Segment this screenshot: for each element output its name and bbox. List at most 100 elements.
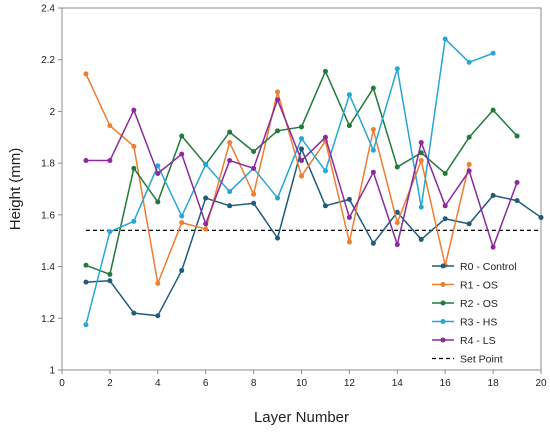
data-point (370, 169, 376, 175)
data-point (394, 220, 400, 226)
y-axis-title: Height (mm) (7, 148, 24, 231)
x-tick-label: 14 (392, 378, 404, 389)
legend-item: R2 - OS (432, 298, 498, 310)
data-point (155, 199, 161, 205)
series-0 (83, 146, 544, 319)
data-point (299, 173, 304, 179)
legend-marker (440, 263, 446, 269)
legend: R0 - Control R1 - OS R2 - OS R3 - HS R4 - LS… (432, 261, 517, 365)
data-point (107, 158, 113, 164)
data-point (466, 161, 472, 167)
data-point (251, 165, 257, 171)
data-point (322, 168, 328, 174)
data-point (107, 278, 113, 284)
legend-label: R3 - HS (460, 316, 497, 328)
data-point (394, 164, 400, 170)
data-point (346, 196, 352, 202)
data-point (155, 163, 161, 169)
y-tick-label: 1.4 (41, 262, 55, 273)
legend-marker (440, 319, 446, 324)
data-point (155, 313, 161, 319)
data-point (442, 36, 448, 42)
data-point (466, 59, 472, 65)
legend-marker (440, 337, 446, 343)
data-point (394, 66, 400, 72)
data-point (203, 161, 209, 167)
data-point (370, 85, 376, 91)
data-point (83, 262, 89, 268)
data-point (251, 149, 257, 155)
axes: 0 2 4 6 8 10 12 14 16 18 20 1 1.2 1.4 1.6 1.8 2 2.2 2.4 (41, 4, 547, 390)
data-point (107, 229, 113, 235)
x-tick-label: 10 (296, 378, 308, 389)
legend-label: R0 - Control (460, 261, 517, 273)
data-point (107, 123, 113, 129)
legend-label: R2 - OS (460, 298, 498, 310)
data-point (275, 89, 281, 95)
data-point (203, 226, 209, 232)
data-point (322, 134, 328, 140)
data-point (155, 280, 161, 286)
legend-label: Set Point (460, 353, 503, 365)
data-point (227, 158, 233, 164)
data-point (418, 236, 424, 242)
legend-label: R4 - LS (460, 335, 496, 347)
y-tick-label: 2.2 (41, 55, 55, 66)
y-tick-label: 1.8 (41, 159, 55, 170)
data-point (442, 203, 448, 209)
data-point (322, 68, 328, 74)
data-point (418, 158, 424, 164)
data-point (275, 97, 281, 103)
data-point (346, 123, 352, 129)
data-point (155, 170, 161, 176)
x-tick-label: 0 (59, 378, 65, 389)
data-point (490, 192, 496, 198)
data-point (490, 50, 496, 56)
data-point (514, 180, 520, 186)
data-point (107, 271, 113, 277)
legend-item: R4 - LS (432, 335, 496, 347)
data-point (275, 195, 281, 201)
data-point (346, 214, 352, 220)
data-point (203, 221, 209, 227)
y-tick-label: 2 (49, 107, 55, 118)
data-point (179, 220, 185, 226)
data-point (466, 221, 472, 227)
x-tick-label: 8 (251, 378, 257, 389)
legend-item: R3 - HS (432, 316, 497, 328)
x-tick-label: 16 (440, 378, 452, 389)
data-point (179, 213, 185, 219)
data-point (131, 165, 137, 171)
data-point (514, 198, 520, 204)
data-point (299, 124, 304, 130)
x-tick-label: 6 (203, 378, 209, 389)
series-1 (83, 71, 472, 286)
data-point (346, 92, 352, 98)
x-tick-label: 18 (488, 378, 500, 389)
data-point (490, 107, 496, 113)
x-tick-label: 4 (155, 378, 161, 389)
legend-marker (440, 282, 446, 287)
legend-item: Set Point (432, 353, 503, 365)
series-4 (83, 97, 520, 250)
data-point (299, 136, 304, 142)
data-point (179, 151, 185, 157)
data-point (203, 195, 209, 201)
series-line (85, 73, 470, 285)
data-point (275, 235, 281, 241)
data-point (394, 209, 400, 215)
series-line (85, 148, 542, 317)
data-point (370, 147, 376, 153)
data-point (179, 267, 185, 273)
data-point (227, 189, 233, 195)
data-point (466, 134, 472, 140)
x-tick-label: 12 (344, 378, 356, 389)
legend-marker (440, 300, 446, 306)
data-point (83, 71, 89, 77)
data-point (131, 218, 137, 224)
data-point (131, 310, 137, 316)
data-point (418, 204, 424, 210)
series-2 (83, 68, 520, 277)
